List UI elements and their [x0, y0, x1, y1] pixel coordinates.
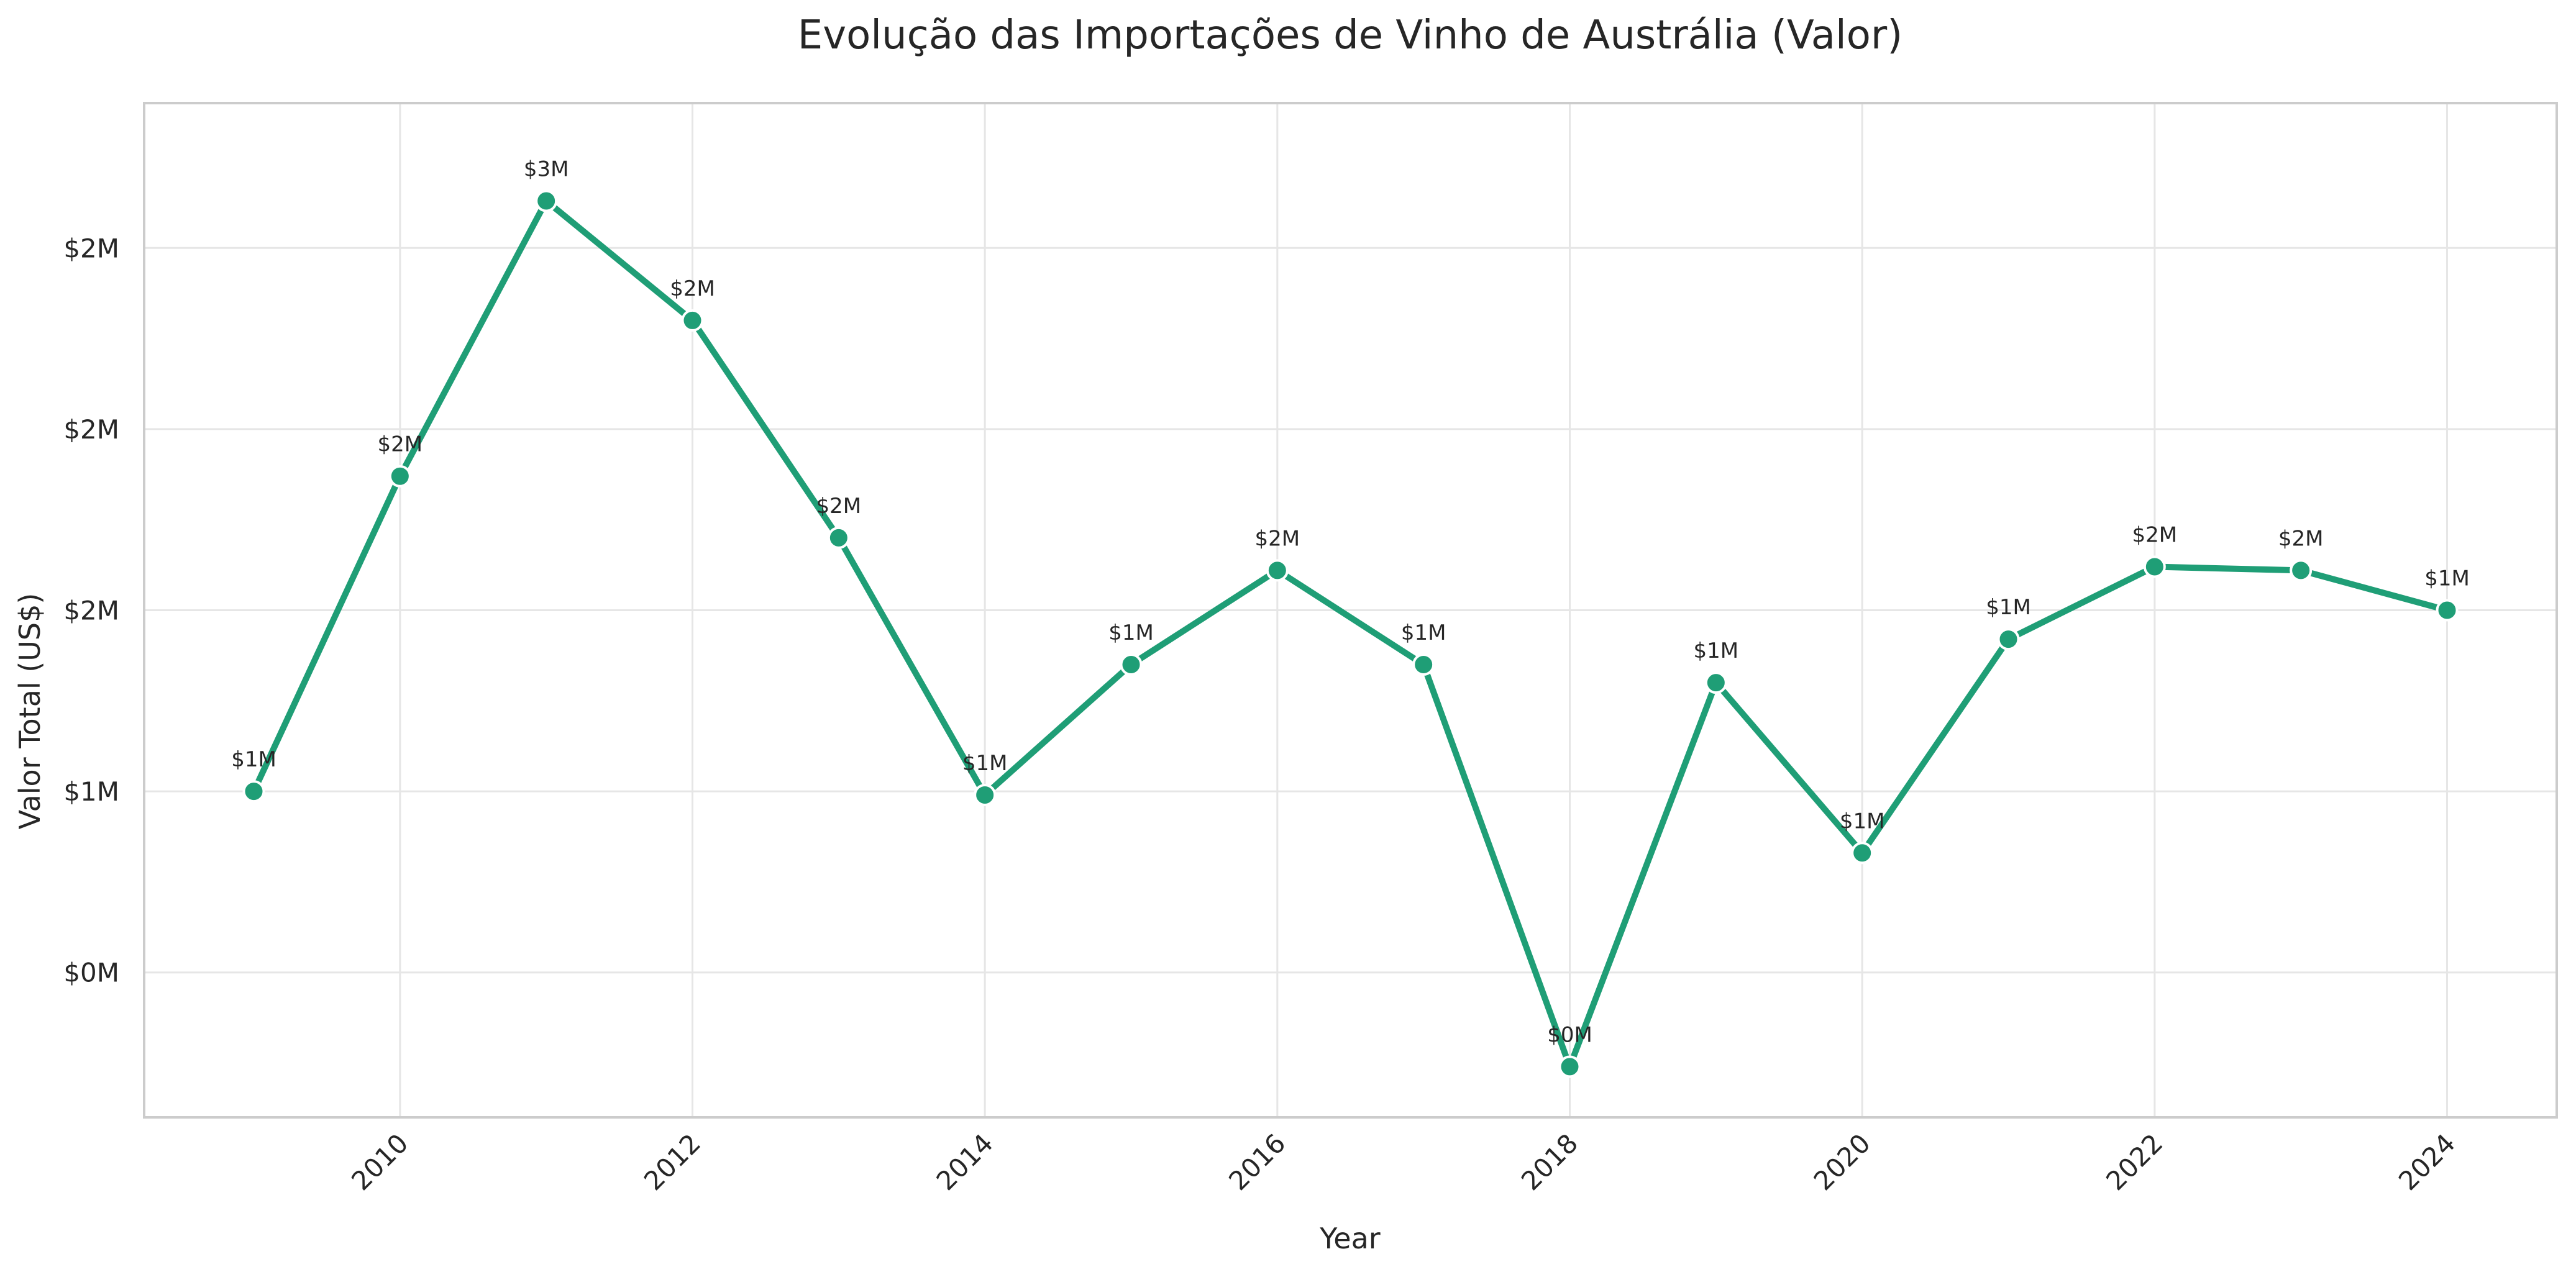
plot-frame: [143, 102, 2558, 1119]
data-label: $2M: [2278, 526, 2324, 551]
y-tick-label: $2M: [63, 414, 119, 445]
data-point: [681, 309, 704, 332]
data-label: $2M: [378, 432, 423, 457]
data-point: [1997, 628, 2020, 651]
data-label: $1M: [231, 747, 276, 772]
data-label: $1M: [1108, 620, 1154, 645]
data-label: $2M: [816, 494, 862, 519]
x-tick-label: 2010: [345, 1128, 414, 1196]
data-label: $2M: [670, 276, 715, 301]
data-point: [388, 465, 411, 488]
data-point: [1704, 671, 1727, 694]
data-label: $2M: [2132, 523, 2178, 548]
series-line: [250, 198, 2450, 1070]
data-point: [974, 783, 997, 806]
y-tick-label: $2M: [63, 233, 119, 263]
x-tick-label: 2012: [638, 1128, 706, 1196]
data-point: [1558, 1055, 1581, 1078]
data-label: $1M: [1401, 620, 1446, 645]
data-label: $1M: [1694, 638, 1739, 663]
data-point: [2436, 599, 2459, 622]
y-tick-label: $2M: [63, 596, 119, 626]
grid: [144, 103, 2557, 1117]
data-point: [1120, 653, 1143, 676]
data-label: $1M: [2424, 566, 2470, 591]
data-point: [827, 526, 850, 549]
data-label: $1M: [1840, 809, 1885, 834]
data-label: $0M: [1547, 1022, 1592, 1047]
y-tick-label: $1M: [63, 776, 119, 807]
x-tick-label: 2018: [1515, 1128, 1584, 1196]
data-point: [1412, 653, 1435, 676]
data-point: [2143, 555, 2166, 578]
data-label: $1M: [962, 751, 1008, 776]
x-tick-label: 2014: [931, 1128, 999, 1196]
chart-title: Evolução das Importações de Vinho de Aus…: [798, 12, 1902, 58]
data-label: $3M: [524, 157, 569, 181]
ticks: 2010 2012 2014 2016 2018 2020 2022 2024 $0M $1M $2…: [63, 233, 2461, 1196]
data-point: [1266, 559, 1289, 582]
y-tick-label: $0M: [63, 958, 119, 988]
data-label: $2M: [1255, 526, 1300, 551]
data-point: [1851, 842, 1874, 865]
data-point: [242, 780, 265, 803]
x-tick-label: 2024: [2393, 1128, 2461, 1196]
x-tick-label: 2020: [1808, 1128, 1876, 1196]
x-tick-label: 2022: [2100, 1128, 2168, 1196]
y-axis-label: Valor Total (US$): [13, 593, 47, 830]
series: $1M $2M $3M $2M $2M $1M $1M $2M $1M $0M $1M $1M $1M $…: [231, 157, 2470, 1078]
x-tick-label: 2016: [1223, 1128, 1291, 1196]
data-label: $1M: [1986, 595, 2031, 620]
data-point: [535, 189, 558, 212]
data-point: [2290, 559, 2313, 582]
x-axis-label: Year: [1319, 1222, 1380, 1255]
